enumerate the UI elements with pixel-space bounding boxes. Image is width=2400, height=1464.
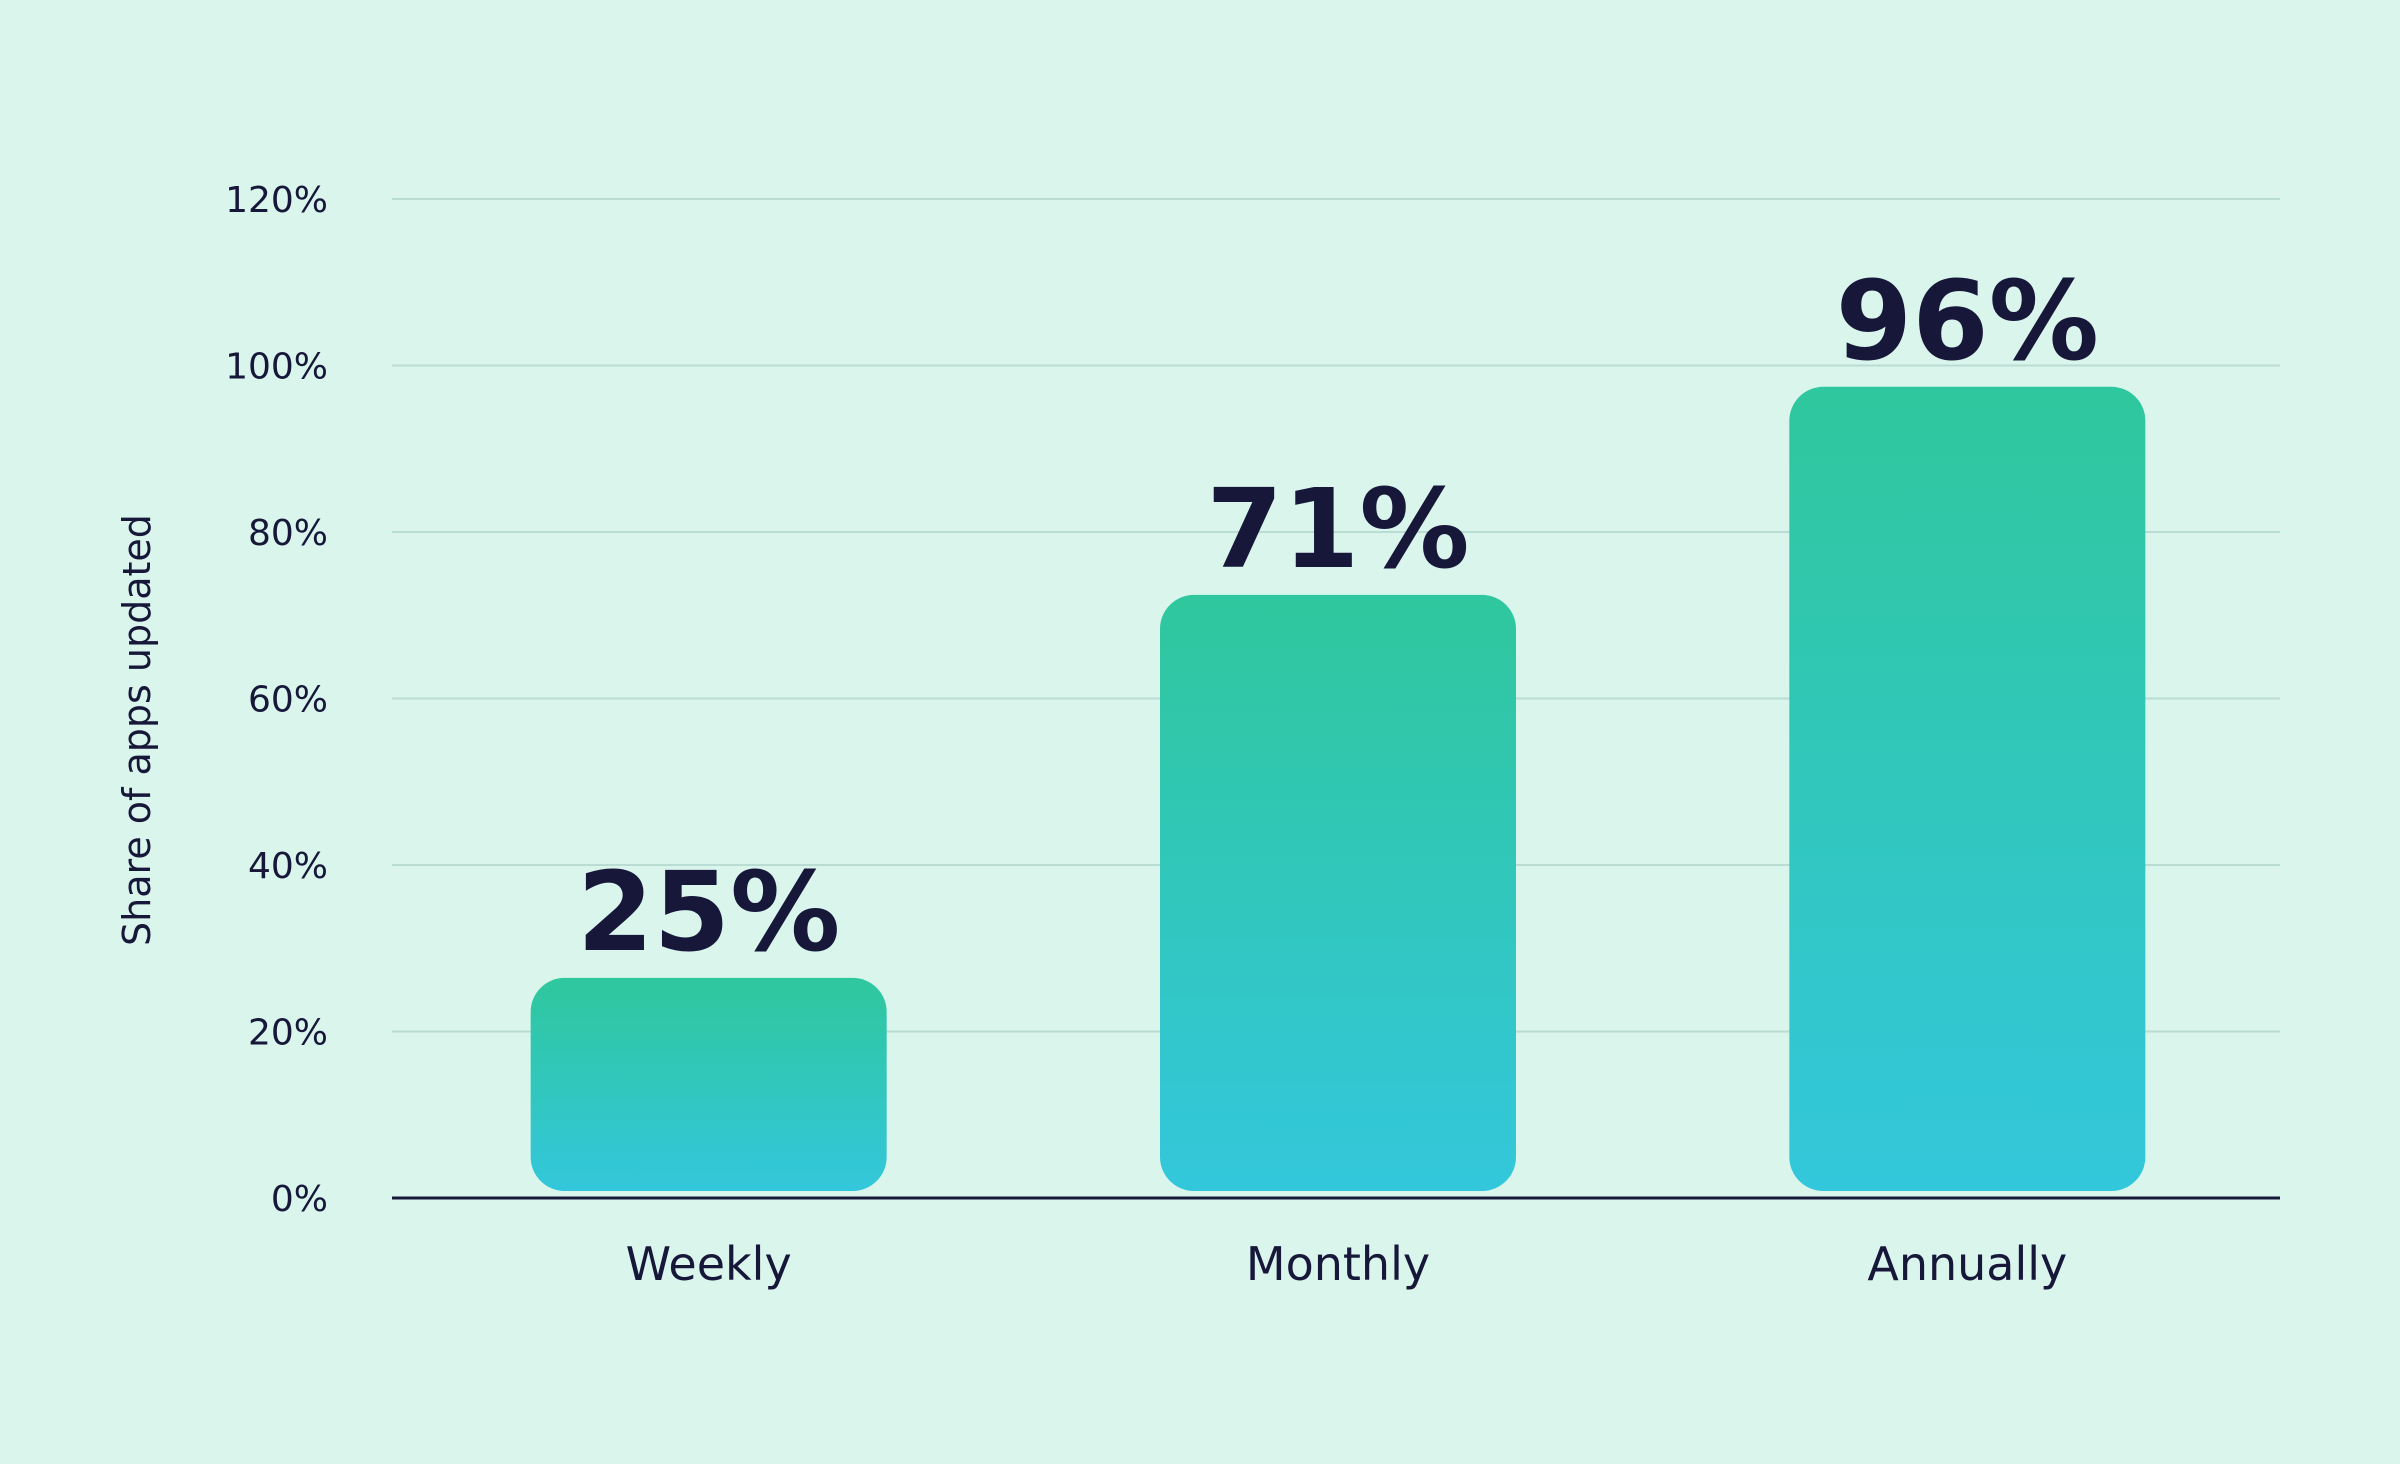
value-label-weekly: 25% bbox=[577, 848, 840, 976]
category-label-weekly: Weekly bbox=[626, 1237, 792, 1291]
y-tick-label: 20% bbox=[248, 1013, 328, 1054]
value-label-annually: 96% bbox=[1836, 257, 2099, 385]
category-label-annually: Annually bbox=[1867, 1237, 2067, 1291]
y-axis-ticks: 0% 20% 40% 60% 80% 100% 120% bbox=[225, 180, 328, 1220]
bar-monthly bbox=[1160, 594, 1516, 1191]
y-tick-label: 80% bbox=[248, 513, 328, 554]
value-label-monthly: 71% bbox=[1206, 465, 1469, 593]
bar-annually bbox=[1789, 386, 2146, 1191]
y-tick-label: 40% bbox=[248, 846, 328, 887]
value-labels: 25% 71% 96% bbox=[577, 257, 2099, 976]
bar-weekly bbox=[530, 977, 887, 1191]
y-tick-label: 0% bbox=[271, 1179, 328, 1220]
y-tick-label: 100% bbox=[225, 347, 328, 388]
y-tick-label: 120% bbox=[225, 180, 328, 221]
category-label-monthly: Monthly bbox=[1246, 1237, 1430, 1291]
category-labels: Weekly Monthly Annually bbox=[626, 1237, 2068, 1291]
bars bbox=[530, 386, 2146, 1191]
y-axis-title: Share of apps updated bbox=[115, 514, 159, 946]
y-tick-label: 60% bbox=[248, 680, 328, 721]
